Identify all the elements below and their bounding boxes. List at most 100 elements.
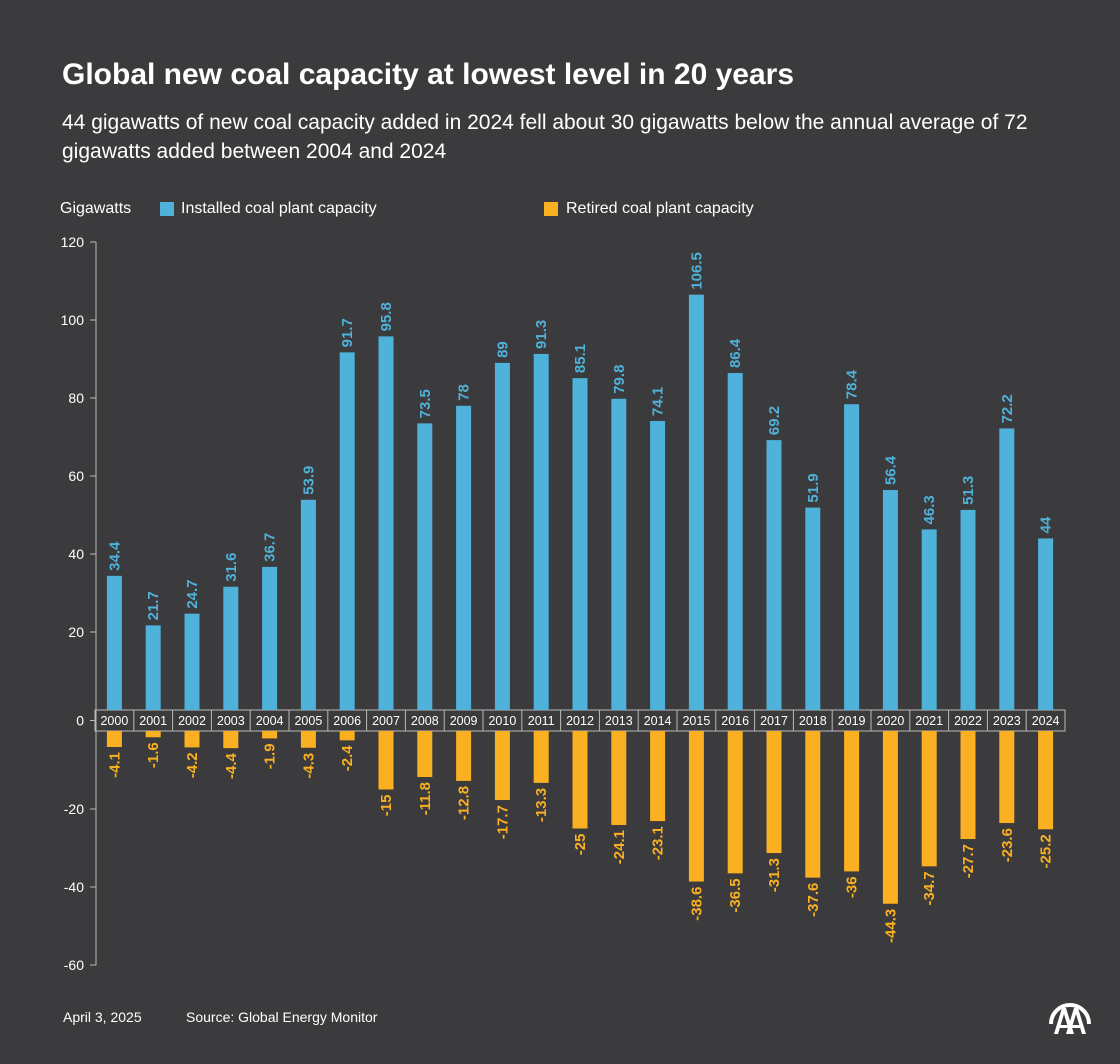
x-tick-label: 2001 (139, 714, 167, 728)
x-tick-label: 2020 (876, 714, 904, 728)
bar-retired (378, 731, 394, 790)
legend-label-retired: Retired coal plant capacity (566, 200, 754, 217)
data-label: 72.2 (999, 394, 1016, 423)
x-tick-label: 2004 (256, 714, 284, 728)
x-tick-label: 2012 (566, 714, 594, 728)
bar-installed (688, 294, 704, 710)
data-label: -2.4 (339, 745, 356, 772)
bar-retired (494, 731, 510, 801)
bar-retired (999, 731, 1015, 824)
bar-retired (1038, 731, 1054, 830)
bar-installed (1038, 538, 1054, 710)
data-label: 73.5 (417, 389, 434, 418)
bar-retired (106, 731, 122, 747)
data-label: -37.6 (805, 883, 822, 917)
bar-retired (262, 731, 278, 739)
data-label: -15 (378, 795, 395, 817)
data-label: 89 (494, 341, 511, 358)
data-label: -44.3 (882, 909, 899, 943)
data-label: 36.7 (262, 533, 279, 562)
bar-retired (417, 731, 433, 778)
bar-retired (145, 731, 161, 738)
data-label: -4.2 (184, 752, 201, 778)
bar-retired (921, 731, 937, 867)
bar-retired (223, 731, 239, 749)
bar-retired (184, 731, 200, 748)
data-label: -34.7 (921, 871, 938, 905)
x-tick-label: 2021 (915, 714, 943, 728)
bar-retired (533, 731, 549, 783)
data-label: 69.2 (766, 406, 783, 435)
bar-retired (650, 731, 666, 822)
bar-installed (533, 353, 549, 710)
data-label: 46.3 (921, 495, 938, 524)
data-label: 91.7 (339, 318, 356, 347)
x-tick-label: 2016 (721, 714, 749, 728)
data-label: 74.1 (650, 387, 667, 416)
y-tick-label: -40 (64, 879, 84, 895)
bar-installed (766, 440, 782, 710)
y-tick-label: 60 (68, 468, 84, 484)
data-label: 53.9 (300, 466, 317, 495)
data-label: -4.1 (106, 752, 123, 778)
x-tick-label: 2011 (528, 714, 555, 728)
bar-installed (339, 352, 355, 710)
data-label: -1.6 (145, 742, 162, 768)
x-tick-label: 2002 (178, 714, 206, 728)
y-tick-label: 120 (61, 234, 85, 250)
legend-label-installed: Installed coal plant capacity (181, 200, 377, 217)
bar-installed (882, 490, 898, 710)
x-tick-label: 2018 (799, 714, 827, 728)
bar-installed (727, 373, 743, 710)
data-label: -4.3 (300, 753, 317, 779)
data-label: 51.9 (805, 473, 822, 502)
bar-installed (572, 378, 588, 710)
y-axis-label: Gigawatts (60, 200, 132, 217)
data-label: -11.8 (417, 782, 434, 815)
x-tick-label: 2017 (760, 714, 788, 728)
bar-retired (688, 731, 704, 882)
x-tick-label: 2009 (450, 714, 478, 728)
bar-installed (844, 404, 860, 710)
bar-retired (766, 731, 782, 854)
data-label: -1.9 (262, 743, 279, 769)
data-label: -25.2 (1038, 834, 1055, 868)
data-label: 34.4 (106, 541, 123, 571)
data-label: -17.7 (494, 805, 511, 839)
chart-title: Global new coal capacity at lowest level… (62, 58, 794, 91)
x-tick-label: 2014 (644, 714, 672, 728)
bar-installed (650, 421, 666, 710)
y-tick-label: 100 (61, 312, 85, 328)
data-label: -23.1 (650, 826, 667, 860)
y-tick-label: 80 (68, 390, 84, 406)
data-label: -24.1 (611, 830, 628, 864)
data-label: 106.5 (688, 252, 705, 290)
bar-installed (262, 566, 278, 710)
footer-date: April 3, 2025 (63, 1009, 142, 1025)
data-label: 78.4 (844, 369, 861, 399)
bar-installed (611, 398, 627, 710)
bar-retired (882, 731, 898, 904)
bar-installed (921, 529, 937, 710)
bar-retired (805, 731, 821, 878)
legend-swatch-installed (160, 202, 174, 216)
bar-installed (417, 423, 433, 710)
x-tick-label: 2005 (294, 714, 322, 728)
data-label: -38.6 (688, 887, 705, 921)
y-tick-label: 20 (68, 624, 84, 640)
x-tick-label: 2000 (100, 714, 128, 728)
data-label: 56.4 (882, 455, 899, 485)
y-tick-label: -60 (64, 957, 84, 973)
y-tick-label: -20 (64, 801, 84, 817)
data-label: 78 (456, 384, 473, 401)
x-tick-label: 2015 (682, 714, 710, 728)
data-label: -36.5 (727, 878, 744, 912)
bar-retired (960, 731, 976, 840)
x-tick-label: 2019 (838, 714, 866, 728)
bar-installed (145, 625, 161, 710)
bar-retired (572, 731, 588, 829)
bar-installed (223, 586, 239, 710)
bar-installed (106, 575, 122, 710)
bar-retired (844, 731, 860, 872)
